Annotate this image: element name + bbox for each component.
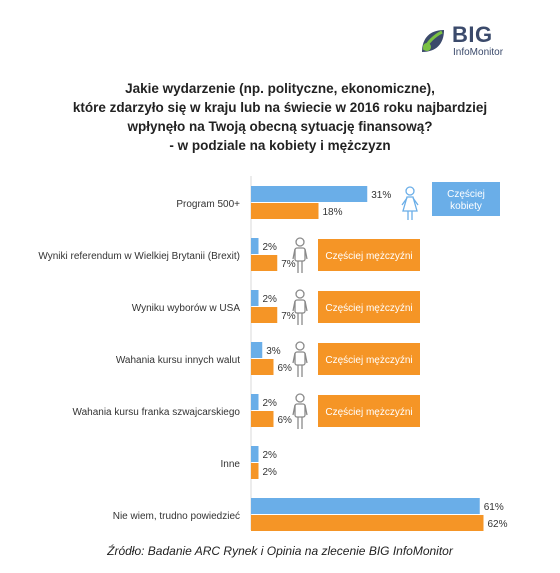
data-label: 2% xyxy=(263,242,278,253)
callout-text: Częściej mężczyźni xyxy=(325,251,412,262)
category-label: Inne xyxy=(221,459,241,470)
man-icon xyxy=(292,341,308,377)
icon-arm xyxy=(401,197,408,206)
chart-title: Jakie wydarzenie (np. polityczne, ekonom… xyxy=(30,79,530,155)
icon-torso xyxy=(294,403,306,418)
data-label: 7% xyxy=(281,311,296,322)
icon-head xyxy=(295,237,305,247)
category-label: Wahania kursu innych walut xyxy=(116,355,240,366)
callout-box xyxy=(318,395,420,427)
bar-men xyxy=(251,307,278,323)
bar-men xyxy=(251,203,319,219)
category-label: Program 500+ xyxy=(176,199,240,210)
icon-torso xyxy=(294,299,306,314)
bar-women xyxy=(251,394,259,410)
icon-arm xyxy=(304,404,308,416)
icon-arm xyxy=(292,352,296,364)
callout-text: Częściej mężczyźni xyxy=(325,355,412,366)
callout-box xyxy=(432,182,500,216)
man-icon xyxy=(292,393,308,429)
bar-men xyxy=(251,463,259,479)
woman-icon xyxy=(401,186,419,220)
man-icon xyxy=(292,289,308,325)
callout-box xyxy=(318,343,420,375)
category-label: Wyniku wyborów w USA xyxy=(132,303,241,314)
title-line: które zdarzyło się w kraju lub na świeci… xyxy=(72,100,488,115)
data-label: 3% xyxy=(266,346,281,357)
callout-text: Częściej mężczyźni xyxy=(325,407,412,418)
bar-men xyxy=(251,255,278,271)
icon-head xyxy=(295,289,305,299)
callout-box xyxy=(318,239,420,271)
bar-men xyxy=(251,411,274,427)
icon-dress xyxy=(402,196,418,212)
icon-head xyxy=(405,186,415,196)
title-line: wpłynęło na Twoją obecną sytuację finans… xyxy=(127,119,433,134)
icon-arm xyxy=(412,197,419,206)
bar-chart: Program 500+ 31% 18% Wyniki referendum w Wi… xyxy=(38,176,508,531)
bar-men xyxy=(251,359,274,375)
data-label: 7% xyxy=(281,259,296,270)
category-label: Wyniki referendum w Wielkiej Brytanii (B… xyxy=(38,251,240,262)
icon-head xyxy=(295,393,305,403)
source-note: Źródło: Badanie ARC Rynek i Opinia na zl… xyxy=(107,544,453,558)
title-line: - w podziale na kobiety i mężczyzn xyxy=(169,138,391,153)
category-label: Wahania kursu franka szwajcarskiego xyxy=(73,407,241,418)
data-label: 2% xyxy=(263,294,278,305)
brand-logo: BIG InfoMonitor xyxy=(418,18,548,64)
man-icon xyxy=(292,237,308,273)
bar-women xyxy=(251,186,368,202)
icon-torso xyxy=(294,247,306,262)
icon-arm xyxy=(292,404,296,416)
icon-arm xyxy=(304,248,308,260)
data-label: 2% xyxy=(263,398,278,409)
icon-arm xyxy=(292,248,296,260)
icon-head xyxy=(295,341,305,351)
data-label: 31% xyxy=(371,190,391,201)
data-label: 18% xyxy=(323,207,343,218)
callout-text: kobiety xyxy=(450,201,482,212)
data-label: 6% xyxy=(278,363,293,374)
logo-subtext: InfoMonitor xyxy=(453,47,504,58)
logo-text: BIG xyxy=(452,22,493,47)
data-label: 2% xyxy=(263,450,278,461)
bar-women xyxy=(251,290,259,306)
title-line: Jakie wydarzenie (np. polityczne, ekonom… xyxy=(125,81,435,96)
icon-arm xyxy=(292,300,296,312)
bar-women xyxy=(251,498,480,514)
icon-torso xyxy=(294,351,306,366)
callout-text: Częściej xyxy=(447,189,485,200)
bar-women xyxy=(251,238,259,254)
data-label: 6% xyxy=(278,415,293,426)
callout-box xyxy=(318,291,420,323)
data-label: 62% xyxy=(488,519,508,530)
data-label: 61% xyxy=(484,502,504,513)
icon-arm xyxy=(304,300,308,312)
bar-women xyxy=(251,446,259,462)
category-label: Nie wiem, trudno powiedzieć xyxy=(113,511,240,522)
callout-text: Częściej mężczyźni xyxy=(325,303,412,314)
bar-men xyxy=(251,515,484,531)
data-label: 2% xyxy=(263,467,278,478)
icon-arm xyxy=(304,352,308,364)
bar-women xyxy=(251,342,263,358)
leaf-logo-icon xyxy=(422,30,444,52)
